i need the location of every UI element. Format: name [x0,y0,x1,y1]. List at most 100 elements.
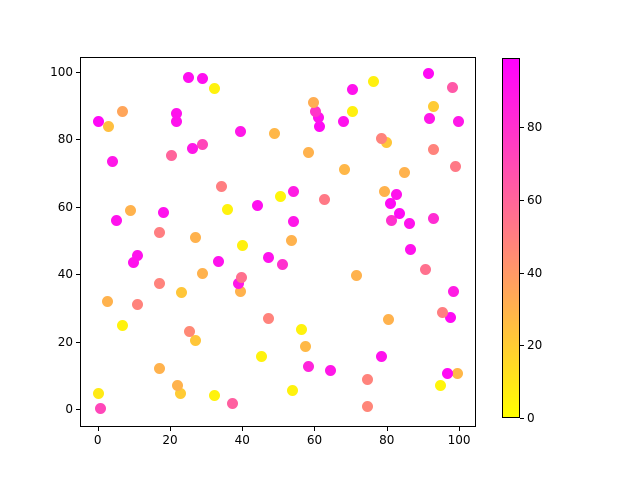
scatter-point [102,295,114,307]
colorbar-tick-mark [520,199,524,201]
scatter-point [379,185,391,197]
scatter-point [263,251,275,263]
scatter-point [450,160,462,172]
scatter-point [263,313,275,325]
scatter-point [310,105,322,117]
scatter-point [351,269,363,281]
scatter-point [362,400,374,412]
y-tick-label: 20 [57,334,73,349]
scatter-point [325,364,337,376]
scatter-point [386,214,398,226]
scatter-point [197,138,209,150]
x-tick-label: 100 [447,433,471,447]
x-tick-label: 0 [93,433,102,447]
scatter-point [172,379,184,391]
scatter-point [186,143,198,155]
scatter-point [117,105,129,117]
y-tick-mark [76,139,80,141]
scatter-point [277,258,289,270]
plot-area [80,57,476,427]
scatter-point [384,197,396,209]
scatter-point [208,389,220,401]
scatter-point [448,285,460,297]
scatter-point [171,107,183,119]
scatter-point [437,306,449,318]
y-tick-label: 60 [57,199,73,214]
scatter-point [445,311,457,323]
colorbar [502,58,520,418]
scatter-point [256,350,268,362]
scatter-point [420,263,432,275]
x-tick-label: 40 [234,433,250,447]
scatter-point [176,286,188,298]
scatter-point [233,277,245,289]
scatter-point [303,146,315,158]
scatter-point [442,368,454,380]
scatter-point [288,215,300,227]
colorbar-tick-label: 80 [527,120,543,135]
scatter-point [235,125,247,137]
scatter-point [208,82,220,94]
colorbar-tick-label: 60 [527,192,543,207]
scatter-point [216,180,228,192]
scatter-point [92,387,104,399]
scatter-point [383,313,395,325]
scatter-point [362,373,374,385]
scatter-point [376,132,388,144]
scatter-point [347,83,359,95]
colorbar-tick-mark [520,127,524,129]
scatter-point [153,362,165,374]
scatter-point [157,207,169,219]
scatter-point [92,115,104,127]
colorbar-tick-mark [520,345,524,347]
scatter-point [234,285,246,297]
scatter-point [182,71,194,83]
scatter-point [154,277,166,289]
scatter-point [313,111,325,123]
scatter-point [190,334,202,346]
scatter-point [405,243,417,255]
scatter-point [453,115,465,127]
scatter-point [171,115,183,127]
y-tick-mark [76,206,80,208]
scatter-point [423,67,435,79]
y-tick-mark [76,409,80,411]
colorbar-tick-label: 0 [527,411,535,425]
scatter-point [314,120,326,132]
scatter-point [394,208,406,220]
scatter-point [103,120,115,132]
scatter-point [391,188,403,200]
scatter-point [347,105,359,117]
x-tick-label: 60 [306,433,323,447]
scatter-point [196,267,208,279]
scatter-point [117,319,129,331]
scatter-point [376,350,388,362]
x-tick-mark [169,427,171,431]
scatter-point [236,271,248,283]
y-tick-mark [76,274,80,276]
x-tick-mark [386,427,388,431]
scatter-point [197,72,209,84]
scatter-point [404,217,416,229]
scatter-point [381,136,393,148]
scatter-point [251,199,263,211]
scatter-point [288,185,300,197]
scatter-point [268,128,280,140]
scatter-point [299,340,311,352]
scatter-point [95,402,107,414]
scatter-point [287,384,299,396]
x-tick-mark [314,427,316,431]
scatter-point [339,163,351,175]
scatter-point [368,75,380,87]
y-tick-mark [76,341,80,343]
scatter-point [183,325,195,337]
x-tick-mark [459,427,461,431]
x-tick-label: 20 [162,433,178,447]
colorbar-tick-label: 40 [527,265,543,280]
scatter-point [154,226,166,238]
scatter-point [131,298,143,310]
scatter-point [275,190,287,202]
scatter-point [303,360,315,372]
x-tick-mark [97,427,99,431]
